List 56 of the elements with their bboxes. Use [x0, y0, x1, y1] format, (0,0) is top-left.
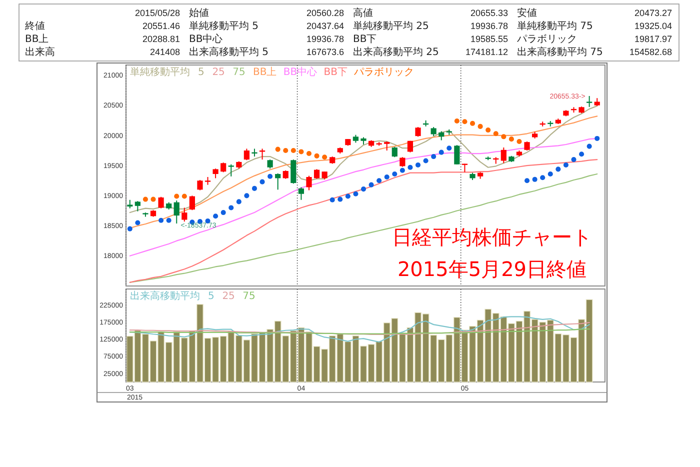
candlestick — [244, 148, 250, 161]
text: パラボリック — [353, 67, 414, 78]
text: 単純移動平均 5 20437.64 — [189, 21, 344, 32]
candlestick — [275, 172, 281, 190]
candlestick — [174, 200, 180, 224]
text: 単純移動平均 25 19936.78 — [353, 21, 508, 32]
candlestick — [228, 164, 234, 177]
candlestick — [158, 196, 164, 209]
text: 25 — [222, 291, 235, 302]
text: 安値 20473.27 — [517, 8, 672, 19]
candlestick — [438, 130, 444, 141]
candlestick — [189, 195, 195, 211]
candlestick — [400, 156, 406, 168]
text: 単純移動平均 75 19325.04 — [517, 21, 672, 32]
text: 終値 20551.46 — [25, 21, 180, 32]
text: 2015/05/28 — [134, 8, 180, 18]
candlestick — [197, 180, 203, 191]
text: 5 — [208, 291, 214, 302]
candlestick — [298, 186, 304, 200]
candlestick — [306, 175, 312, 191]
candlestick — [314, 168, 320, 180]
legend-title: 単純移動平均 — [130, 66, 190, 78]
candlestick — [586, 95, 592, 108]
text: 日経平均株価チャート — [392, 225, 592, 249]
candlestick — [524, 140, 530, 152]
text: BB上 20288.81 — [25, 34, 180, 45]
text: 出来高移動平均 25 174181.12 — [353, 47, 508, 58]
text: BB下 19585.55 — [353, 34, 508, 45]
candlestick — [267, 159, 273, 170]
text: BB中心 19936.78 — [189, 34, 344, 45]
text: 出来高移動平均 75 154582.68 — [517, 47, 672, 58]
text: 5 — [198, 67, 204, 78]
candlestick — [384, 140, 390, 152]
candlestick — [430, 126, 436, 137]
candlestick — [212, 168, 218, 179]
text: BB中心 — [283, 66, 318, 78]
text: BB上 — [253, 66, 277, 78]
candlestick — [220, 162, 226, 173]
text: パラボリック 19817.97 — [517, 34, 672, 45]
candlestick — [392, 146, 398, 158]
text: 始値 20560.28 — [189, 8, 344, 19]
text: 出来高 241408 — [25, 47, 180, 58]
text: 出来高移動平均 5 167673.6 — [189, 47, 344, 58]
legend-title: 出来高移動平均 — [130, 290, 200, 302]
legend-label: 25 — [212, 67, 225, 78]
text: 2015年5月29日終値 — [397, 257, 587, 281]
candlestick — [182, 207, 188, 222]
candlestick — [500, 147, 506, 164]
text: 75 — [242, 291, 256, 302]
text: 75 — [232, 67, 246, 78]
text: BB下 — [324, 67, 348, 78]
text: 高値 20655.33 — [353, 8, 508, 19]
candlestick — [415, 126, 421, 138]
candlestick — [454, 144, 460, 165]
candlestick — [134, 200, 140, 212]
candlestick — [290, 159, 296, 184]
